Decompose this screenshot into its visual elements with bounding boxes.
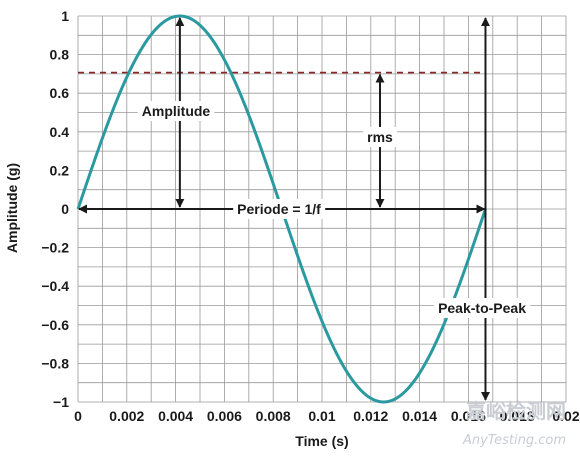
- y-tick-label: 0.6: [50, 85, 70, 101]
- x-tick-label: 0.014: [402, 408, 437, 424]
- y-tick-label: −0.2: [41, 240, 69, 256]
- period-label-background: [233, 199, 326, 219]
- y-axis-title: Amplitude (g): [4, 163, 20, 253]
- y-tick-label: 0.2: [50, 162, 70, 178]
- rms-label: rms: [367, 129, 393, 145]
- watermark-en: AnyTesting.com: [462, 433, 566, 448]
- x-axis-title: Time (s): [295, 433, 348, 449]
- y-tick-label: 0: [61, 201, 69, 217]
- x-tick-label: 0.004: [158, 408, 193, 424]
- peak-to-peak-label: Peak-to-Peak: [438, 300, 526, 316]
- x-tick-label: 0.018: [500, 408, 535, 424]
- y-tick-label: −0.4: [41, 278, 69, 294]
- peak-to-peak-label-background: [434, 298, 531, 318]
- x-tick-label: 0.002: [109, 408, 144, 424]
- y-tick-label: 1: [61, 8, 69, 24]
- y-tick-label: −1: [53, 394, 69, 410]
- y-tick-label: 0.8: [50, 47, 70, 63]
- x-tick-label: 0.016: [451, 408, 486, 424]
- x-tick-labels: 0 0.002 0.004 0.006 0.008 0.01 0.012 0.014 0.016…: [74, 408, 580, 424]
- amplitude-label: Amplitude: [142, 103, 211, 119]
- x-tick-label: 0.012: [353, 408, 388, 424]
- y-tick-label: 0.4: [50, 124, 70, 140]
- x-tick-label: 0.008: [256, 408, 291, 424]
- x-tick-label: 0.02: [552, 408, 579, 424]
- y-tick-label: −0.6: [41, 317, 69, 333]
- y-tick-labels: 1 0.8 0.6 0.4 0.2 0 −0.2 −0.4 −0.6 −0.8 −1: [41, 8, 69, 410]
- period-label: Periode = 1/f: [237, 201, 321, 217]
- watermark-cn: 嘉峪检测网: [465, 399, 566, 423]
- y-tick-label: −0.8: [41, 355, 69, 371]
- amplitude-label-background: [137, 101, 215, 121]
- x-tick-label: 0.006: [207, 408, 242, 424]
- rms-label-background: [363, 127, 398, 147]
- x-tick-label: 0: [74, 408, 82, 424]
- x-tick-label: 0.01: [308, 408, 335, 424]
